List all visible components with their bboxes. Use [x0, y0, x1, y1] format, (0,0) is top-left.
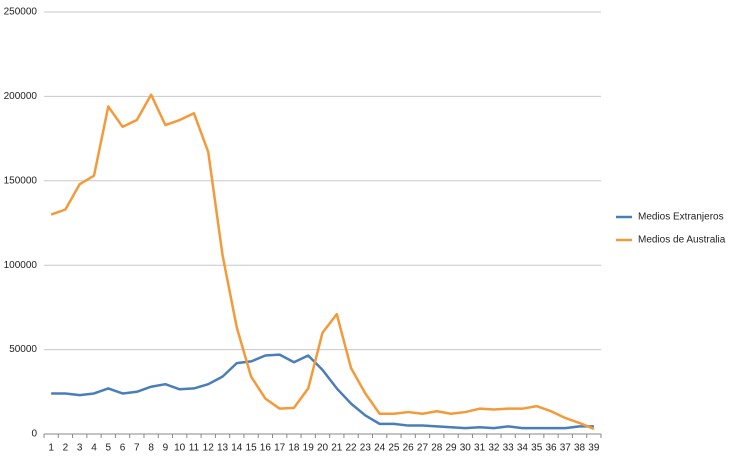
x-tick-label: 34 — [517, 443, 529, 454]
x-tick-label: 33 — [503, 443, 515, 454]
x-tick-label: 8 — [148, 443, 154, 454]
x-tick-label: 6 — [120, 443, 126, 454]
x-tick-label: 16 — [260, 443, 272, 454]
x-tick-label: 32 — [488, 443, 500, 454]
x-tick-label: 9 — [163, 443, 169, 454]
x-tick-label: 26 — [403, 443, 415, 454]
x-tick-label: 24 — [374, 443, 386, 454]
x-tick-label: 12 — [203, 443, 215, 454]
x-tick-label: 22 — [346, 443, 358, 454]
x-tick-label: 19 — [303, 443, 315, 454]
x-tick-label: 37 — [560, 443, 572, 454]
x-tick-label: 10 — [174, 443, 186, 454]
x-tick-label: 28 — [431, 443, 443, 454]
x-tick-label: 20 — [317, 443, 329, 454]
x-tick-label: 27 — [417, 443, 429, 454]
x-tick-label: 2 — [63, 443, 69, 454]
x-tick-label: 4 — [91, 443, 97, 454]
x-tick-label: 39 — [588, 443, 600, 454]
x-tick-label: 36 — [545, 443, 557, 454]
x-tick-label: 38 — [574, 443, 586, 454]
x-tick-label: 18 — [288, 443, 300, 454]
x-tick-label: 21 — [331, 443, 343, 454]
y-tick-label: 0 — [31, 429, 37, 440]
x-tick-label: 29 — [445, 443, 457, 454]
x-tick-label: 15 — [246, 443, 258, 454]
x-tick-label: 17 — [274, 443, 286, 454]
x-tick-label: 30 — [460, 443, 472, 454]
x-tick-label: 23 — [360, 443, 372, 454]
series-line — [50, 93, 595, 431]
x-tick-label: 31 — [474, 443, 486, 454]
y-tick-label: 50000 — [9, 344, 37, 355]
x-tick-label: 35 — [531, 443, 543, 454]
x-tick-label: 13 — [217, 443, 229, 454]
x-tick-label: 14 — [231, 443, 243, 454]
y-tick-label: 150000 — [4, 175, 38, 186]
y-tick-label: 100000 — [4, 260, 38, 271]
x-tick-label: 11 — [189, 443, 200, 454]
x-tick-label: 5 — [105, 443, 111, 454]
legend-label: Medios de Australia — [638, 235, 726, 246]
x-tick-label: 3 — [77, 443, 83, 454]
x-tick-label: 1 — [48, 443, 54, 454]
x-tick-label: 25 — [388, 443, 400, 454]
y-tick-label: 200000 — [4, 91, 38, 102]
series-line — [51, 353, 594, 430]
legend-label: Medios Extranjeros — [638, 212, 724, 223]
y-tick-label: 250000 — [4, 7, 38, 18]
x-tick-label: 7 — [134, 443, 140, 454]
